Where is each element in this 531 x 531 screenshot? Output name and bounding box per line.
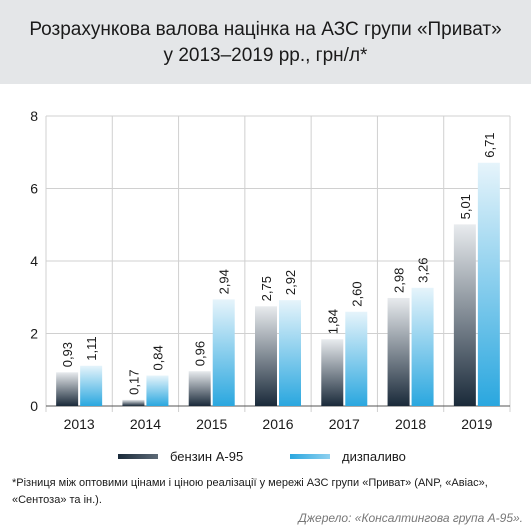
bar-petrol-2014	[122, 399, 145, 406]
source-note: Джерело: «Консалтингова група А-95».	[298, 511, 523, 525]
legend-label-petrol: бензин А-95	[170, 449, 244, 464]
bar-diesel-2014	[146, 375, 169, 406]
data-label-diesel-2016: 2,92	[283, 270, 298, 295]
data-label-petrol-2014: 0,17	[126, 370, 141, 395]
x-tick-label-2014: 2014	[130, 416, 161, 432]
x-tick-label-2019: 2019	[461, 416, 492, 432]
data-label-diesel-2013: 1,11	[84, 336, 99, 360]
data-label-diesel-2017: 2,60	[349, 281, 364, 306]
bar-petrol-2016	[255, 306, 277, 406]
bar-petrol-2013	[56, 372, 79, 406]
data-label-diesel-2015: 2,94	[217, 269, 232, 294]
bar-diesel-2019	[477, 162, 500, 406]
data-label-diesel-2018: 3,26	[416, 258, 431, 283]
data-label-petrol-2017: 1,84	[325, 309, 340, 334]
legend: бензин А-95 дизпаливо	[0, 449, 531, 465]
data-label-petrol-2016: 2,75	[259, 276, 274, 301]
bar-diesel-2013	[80, 365, 103, 406]
title-band	[0, 0, 531, 84]
bar-diesel-2016	[279, 300, 301, 406]
data-label-petrol-2019: 5,01	[458, 194, 473, 219]
x-tick-label-2015: 2015	[196, 416, 227, 432]
y-tick-label-4: 4	[30, 253, 38, 269]
legend-item-petrol: бензин А-95	[118, 449, 243, 464]
bar-chart: 0 2 4 6 8 2013 0,93 1,11 2014 0,17 0,84 2015 0,96 2,9…	[30, 108, 511, 432]
bar-diesel-2017	[345, 311, 368, 406]
bar-petrol-2018	[387, 297, 410, 406]
bar-diesel-2015	[212, 299, 235, 406]
data-label-petrol-2018: 2,98	[392, 268, 407, 293]
x-tick-label-2017: 2017	[329, 416, 360, 432]
data-label-petrol-2015: 0,96	[193, 341, 208, 366]
bar-petrol-2019	[453, 224, 476, 406]
y-tick-label-6: 6	[30, 181, 38, 197]
legend-item-diesel: дизпаливо	[290, 449, 406, 464]
footnote: *Різниця між оптовими цінами і ціною реа…	[12, 477, 488, 506]
legend-label-diesel: дизпаливо	[342, 449, 406, 464]
data-label-diesel-2014: 0,84	[150, 345, 165, 370]
chart-title: Розрахункова валова націнка на АЗС групи…	[0, 17, 531, 69]
x-tick-label-2016: 2016	[262, 416, 293, 432]
chart-title-line-2: у 2013–2019 рр., грн/л*	[163, 45, 368, 66]
legend-swatch-petrol	[118, 454, 158, 459]
legend-swatch-diesel	[290, 454, 330, 459]
data-label-diesel-2019: 6,71	[482, 132, 497, 157]
y-tick-label-8: 8	[30, 108, 38, 124]
data-label-petrol-2013: 0,93	[60, 342, 75, 367]
chart-title-line-1: Розрахункова валова націнка на АЗС групи…	[29, 19, 502, 40]
y-tick-label-0: 0	[30, 398, 38, 414]
x-tick-label-2018: 2018	[395, 416, 426, 432]
x-tick-label-2013: 2013	[64, 416, 95, 432]
bar-diesel-2018	[411, 287, 434, 406]
bar-petrol-2017	[321, 339, 344, 406]
y-tick-label-2: 2	[30, 326, 38, 342]
bar-petrol-2015	[188, 371, 211, 406]
